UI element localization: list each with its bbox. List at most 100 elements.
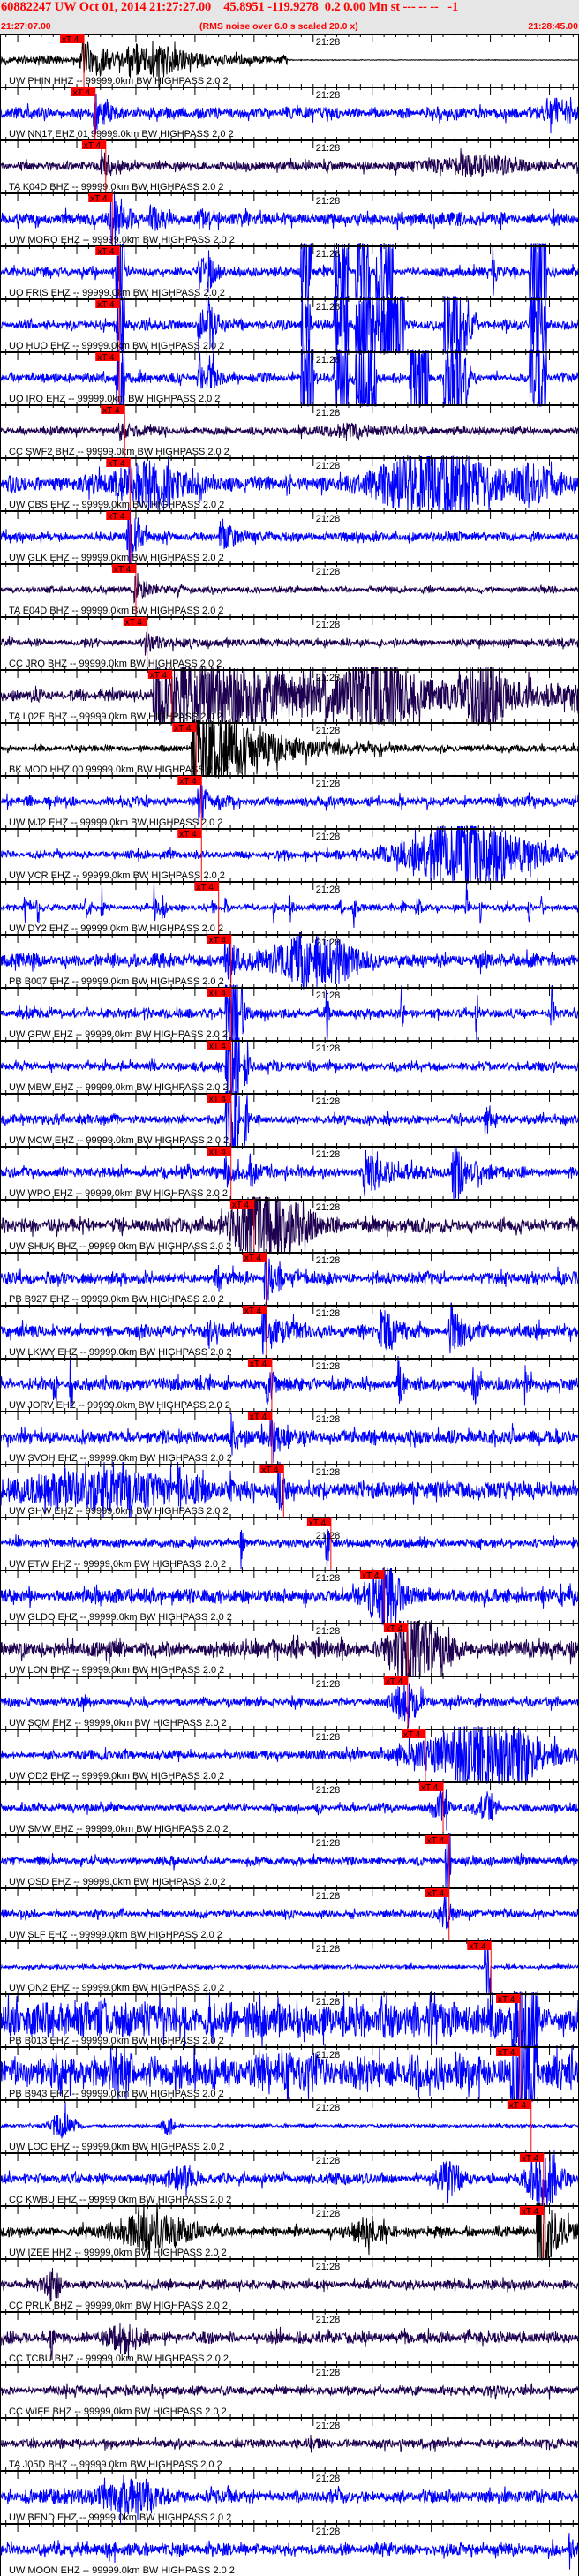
pick-flag[interactable] <box>247 1359 272 1367</box>
pick-marker[interactable]: xT 4 <box>177 775 202 828</box>
pick-label[interactable]: xT 4 <box>498 2048 515 2058</box>
pick-marker[interactable]: xT 4 <box>111 563 137 616</box>
pick-flag[interactable] <box>247 1412 272 1420</box>
pick-flag[interactable] <box>95 352 120 361</box>
pick-label[interactable]: xT 4 <box>102 406 120 416</box>
pick-flag[interactable] <box>60 34 85 43</box>
pick-marker[interactable]: xT 4 <box>95 298 120 351</box>
pick-marker[interactable]: xT 4 <box>229 1199 255 1252</box>
pick-marker[interactable]: xT 4 <box>207 934 232 987</box>
pick-marker[interactable]: xT 4 <box>519 2152 545 2205</box>
pick-label[interactable]: xT 4 <box>209 1042 227 1051</box>
pick-flag[interactable] <box>95 246 120 255</box>
pick-flag[interactable] <box>207 1041 231 1050</box>
pick-label[interactable]: xT 4 <box>150 671 168 681</box>
pick-label[interactable]: xT 4 <box>97 247 115 257</box>
pick-flag[interactable] <box>88 193 113 202</box>
pick-label[interactable]: xT 4 <box>114 565 132 575</box>
pick-label[interactable]: xT 4 <box>232 1201 250 1210</box>
pick-marker[interactable]: xT 4 <box>306 1517 332 1570</box>
pick-marker[interactable]: xT 4 <box>106 510 131 563</box>
pick-label[interactable]: xT 4 <box>421 1783 439 1793</box>
pick-flag[interactable] <box>177 829 202 838</box>
pick-marker[interactable]: xT 4 <box>496 2046 521 2099</box>
pick-label[interactable]: xT 4 <box>250 1412 267 1422</box>
pick-marker[interactable]: xT 4 <box>383 1623 409 1676</box>
pick-marker[interactable]: xT 4 <box>207 1146 232 1199</box>
pick-label[interactable]: xT 4 <box>108 512 125 522</box>
pick-marker[interactable]: xT 4 <box>147 669 173 722</box>
pick-label[interactable]: xT 4 <box>261 1465 279 1475</box>
pick-flag[interactable] <box>71 87 95 96</box>
pick-marker[interactable]: xT 4 <box>259 1464 284 1517</box>
pick-marker[interactable]: xT 4 <box>207 987 232 1040</box>
pick-flag[interactable] <box>519 2153 544 2162</box>
pick-label[interactable]: xT 4 <box>209 1148 227 1157</box>
pick-marker[interactable]: xT 4 <box>247 1411 273 1464</box>
pick-marker[interactable]: xT 4 <box>71 87 96 139</box>
pick-label[interactable]: xT 4 <box>90 194 108 204</box>
pick-label[interactable]: xT 4 <box>244 1307 262 1316</box>
pick-marker[interactable]: xT 4 <box>467 1940 492 1993</box>
pick-flag[interactable] <box>177 776 202 785</box>
pick-marker[interactable]: xT 4 <box>507 2099 532 2152</box>
pick-marker[interactable]: xT 4 <box>95 351 120 404</box>
pick-label[interactable]: xT 4 <box>84 141 102 151</box>
pick-flag[interactable] <box>95 299 120 308</box>
pick-flag[interactable] <box>425 1888 449 1897</box>
pick-flag[interactable] <box>419 1782 444 1791</box>
pick-marker[interactable]: xT 4 <box>172 722 197 775</box>
pick-flag[interactable] <box>229 1200 254 1209</box>
pick-flag[interactable] <box>106 511 131 520</box>
pick-label[interactable]: xT 4 <box>97 300 115 310</box>
pick-label[interactable]: xT 4 <box>97 353 115 363</box>
pick-flag[interactable] <box>467 1941 492 1950</box>
pick-marker[interactable]: xT 4 <box>194 881 220 934</box>
pick-label[interactable]: xT 4 <box>209 989 227 998</box>
pick-marker[interactable]: xT 4 <box>383 1676 409 1729</box>
pick-flag[interactable] <box>106 458 131 467</box>
pick-flag[interactable] <box>81 140 106 149</box>
pick-label[interactable]: xT 4 <box>522 2154 539 2164</box>
pick-marker[interactable]: xT 4 <box>519 2205 545 2258</box>
pick-flag[interactable] <box>383 1623 408 1632</box>
pick-label[interactable]: xT 4 <box>209 936 227 945</box>
pick-marker[interactable]: xT 4 <box>177 828 202 881</box>
pick-flag[interactable] <box>101 405 125 414</box>
pick-marker[interactable]: xT 4 <box>101 404 125 457</box>
pick-marker[interactable]: xT 4 <box>242 1305 267 1358</box>
pick-flag[interactable] <box>259 1465 284 1473</box>
pick-marker[interactable]: xT 4 <box>247 1358 273 1411</box>
pick-label[interactable]: xT 4 <box>362 1571 380 1581</box>
pick-label[interactable]: xT 4 <box>403 1730 421 1740</box>
pick-label[interactable]: xT 4 <box>386 1677 403 1687</box>
pick-marker[interactable]: xT 4 <box>496 1993 521 2046</box>
pick-label[interactable]: xT 4 <box>174 724 192 734</box>
pick-flag[interactable] <box>207 1147 231 1156</box>
pick-marker[interactable]: xT 4 <box>401 1729 426 1781</box>
pick-marker[interactable]: xT 4 <box>123 616 148 669</box>
pick-flag[interactable] <box>207 988 231 997</box>
pick-flag[interactable] <box>147 670 172 679</box>
pick-flag[interactable] <box>507 2100 531 2109</box>
pick-flag[interactable] <box>242 1306 267 1314</box>
pick-flag[interactable] <box>194 882 219 891</box>
pick-flag[interactable] <box>496 2047 521 2056</box>
pick-marker[interactable]: xT 4 <box>88 192 113 245</box>
pick-flag[interactable] <box>383 1676 408 1685</box>
pick-marker[interactable]: xT 4 <box>419 1781 444 1834</box>
pick-label[interactable]: xT 4 <box>386 1624 403 1634</box>
pick-marker[interactable]: xT 4 <box>207 1093 232 1146</box>
pick-label[interactable]: xT 4 <box>179 777 197 787</box>
pick-flag[interactable] <box>425 1835 449 1844</box>
pick-flag[interactable] <box>172 723 197 732</box>
pick-flag[interactable] <box>519 2206 544 2215</box>
pick-marker[interactable]: xT 4 <box>207 1040 232 1093</box>
pick-label[interactable]: xT 4 <box>250 1360 267 1369</box>
pick-flag[interactable] <box>360 1570 385 1579</box>
pick-label[interactable]: xT 4 <box>522 2207 539 2217</box>
pick-label[interactable]: xT 4 <box>427 1836 445 1846</box>
pick-flag[interactable] <box>123 617 147 626</box>
pick-marker[interactable]: xT 4 <box>425 1887 450 1940</box>
pick-label[interactable]: xT 4 <box>309 1518 327 1528</box>
